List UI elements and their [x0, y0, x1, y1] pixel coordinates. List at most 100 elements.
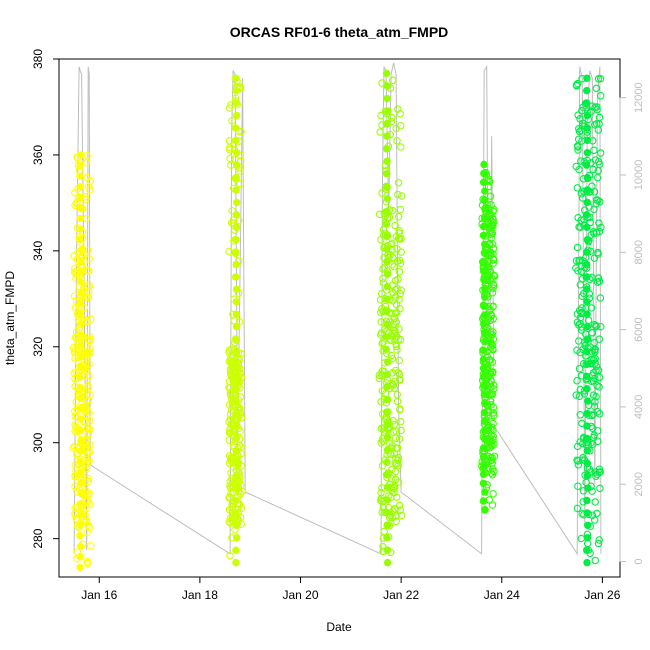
data-point [489, 409, 498, 417]
data-point [481, 302, 489, 310]
data-point [383, 496, 391, 504]
data-point [489, 403, 498, 412]
data-point [383, 433, 392, 441]
data-point [232, 322, 241, 331]
y-tick-label: 340 [31, 241, 45, 261]
data-point [76, 521, 85, 529]
data-point [382, 69, 391, 78]
data-point [77, 436, 85, 445]
data-point [488, 390, 497, 398]
x-axis: Jan 16 Jan 18 Jan 20 Jan 22 Jan 24 Jan 26 [81, 576, 621, 602]
data-point [583, 236, 591, 244]
data-point [82, 316, 91, 325]
plot-frame [58, 58, 621, 578]
data-point [76, 553, 84, 561]
data-point [232, 161, 241, 169]
data-point [594, 248, 602, 257]
data-point [490, 281, 498, 290]
data-point [84, 396, 93, 404]
data-point [588, 329, 596, 337]
data-point [85, 417, 94, 425]
data-point [488, 358, 497, 366]
data-point [481, 187, 489, 195]
data-point [594, 437, 602, 445]
data-point [481, 337, 489, 346]
data-point [379, 279, 388, 287]
data-point [594, 539, 603, 548]
data-point [583, 509, 591, 517]
data-point [575, 165, 583, 174]
data-point [232, 472, 241, 480]
data-point [480, 275, 488, 284]
data-point [392, 342, 401, 351]
data-point [596, 484, 604, 493]
data-point [380, 527, 388, 536]
data-point [596, 294, 605, 302]
data-point [232, 409, 241, 418]
data-point [590, 254, 599, 262]
data-point [84, 474, 92, 483]
data-point [480, 417, 489, 425]
data-point [481, 293, 489, 301]
data-point [232, 558, 240, 567]
data-point [594, 274, 603, 282]
data-point [386, 336, 395, 345]
data-point [86, 186, 94, 194]
data-point [590, 188, 599, 196]
data-point [86, 345, 94, 353]
data-point [232, 74, 240, 82]
data-point [583, 111, 592, 120]
data-point [489, 368, 497, 376]
data-point [490, 205, 498, 214]
data-point [84, 381, 92, 390]
data-point [393, 136, 401, 145]
data-point [574, 267, 582, 275]
data-point [489, 490, 497, 498]
data-point [232, 173, 241, 182]
data-point [232, 496, 240, 505]
data-point [231, 236, 240, 244]
data-point [479, 453, 488, 461]
data-point [382, 182, 390, 191]
data-point [72, 199, 81, 208]
data-point [583, 422, 591, 430]
data-point [232, 434, 241, 443]
data-point [597, 322, 605, 331]
data-point [582, 347, 591, 356]
data-point [583, 273, 591, 281]
data-point [578, 304, 586, 312]
data-point [395, 501, 404, 510]
data-point [232, 99, 241, 107]
data-point [591, 345, 599, 354]
data-point [583, 298, 591, 306]
altitude-line-series [73, 62, 602, 556]
data-point [584, 360, 592, 368]
data-point [573, 184, 582, 192]
data-point [233, 198, 241, 207]
data-point [236, 167, 245, 175]
data-point [390, 384, 399, 393]
data-point [393, 397, 402, 406]
data-point [583, 223, 591, 231]
data-point [480, 408, 489, 417]
data-point [76, 331, 84, 339]
data-point [232, 298, 241, 306]
data-point [481, 205, 489, 213]
data-point [237, 443, 245, 451]
data-point [232, 347, 241, 356]
data-point [577, 326, 586, 334]
data-point [396, 405, 404, 413]
data-point [391, 377, 399, 385]
right-y-tick-label: 2000 [633, 472, 645, 496]
data-point [383, 546, 392, 554]
data-point [489, 432, 498, 441]
data-point [596, 198, 604, 206]
data-point [76, 214, 84, 223]
data-point [71, 482, 79, 491]
data-point [489, 250, 497, 258]
data-point [383, 395, 392, 404]
data-point [232, 273, 240, 281]
data-point [393, 444, 402, 452]
data-point [389, 381, 398, 389]
data-point [392, 493, 401, 501]
